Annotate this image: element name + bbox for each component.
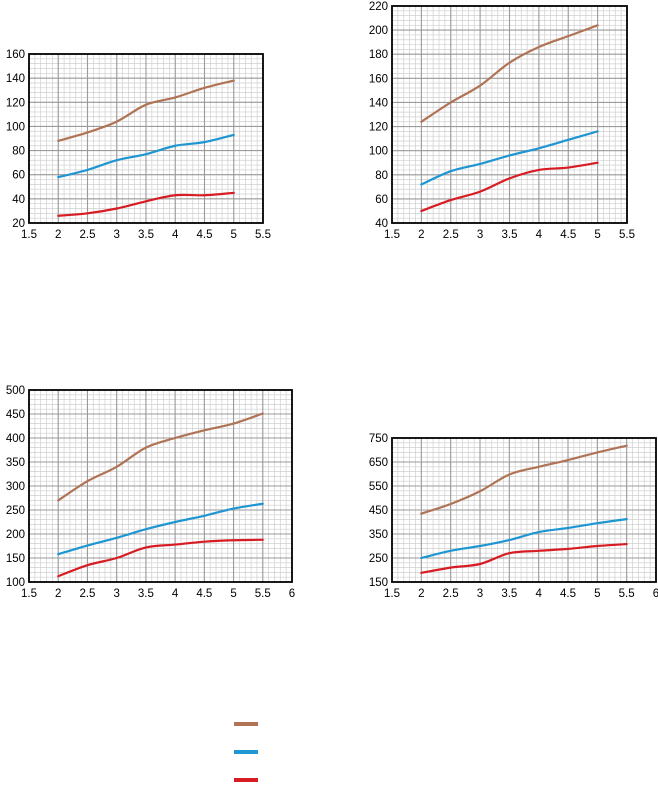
y-tick-label: 150: [6, 553, 25, 565]
x-tick-label: 3.5: [502, 229, 518, 241]
y-tick-label: 120: [6, 97, 25, 109]
series-line-blue: [420, 130, 599, 186]
x-tick-label: 6: [289, 588, 295, 600]
plot-frame: [391, 437, 657, 583]
x-tick-label: 3: [113, 588, 119, 600]
series-line-brown: [420, 24, 599, 123]
y-tick-label: 650: [369, 457, 388, 469]
x-tick-label: 4: [172, 588, 179, 600]
y-tick-label: 60: [12, 170, 25, 182]
y-tick-label: 120: [369, 122, 388, 134]
x-tick-label: 3.5: [138, 229, 154, 241]
x-tick-label: 2.5: [443, 229, 459, 241]
x-tick-label: 3: [114, 229, 120, 241]
x-tick-label: 4: [536, 229, 543, 241]
y-tick-label: 450: [369, 505, 388, 517]
y-tick-label: 100: [6, 121, 25, 133]
y-tick-label: 350: [6, 457, 25, 469]
series-line-brown: [57, 79, 235, 143]
plot-frame: [391, 5, 628, 224]
x-tick-label: 2: [418, 229, 424, 241]
x-tick-label: 3: [477, 229, 483, 241]
y-tick-label: 40: [12, 194, 25, 206]
x-tick-label: 5: [231, 229, 237, 241]
y-tick-label: 80: [12, 146, 25, 158]
x-tick-label: 2: [55, 588, 61, 600]
y-tick-label: 450: [6, 409, 25, 421]
y-tick-label: 80: [375, 170, 388, 182]
y-tick-label: 60: [375, 194, 388, 206]
series-line-red: [420, 542, 628, 574]
x-tick-label: 5: [594, 588, 600, 600]
y-tick-label: 200: [6, 529, 25, 541]
y-tick-label: 350: [369, 529, 388, 541]
x-tick-label: 3.5: [501, 588, 517, 600]
y-tick-label: 550: [369, 481, 388, 493]
y-tick-label: 750: [369, 433, 388, 445]
chart-panel-4: 1.5 2 2.5 3 3.5 4 4.5 5 5.5 6 150 250 350 450 550 650 75…: [369, 433, 658, 600]
series-line-blue: [57, 502, 264, 556]
x-tick-label: 4: [535, 588, 542, 600]
x-tick-label: 1.5: [21, 588, 37, 600]
x-tick-label: 2.5: [80, 229, 96, 241]
y-tick-label: 300: [6, 481, 25, 493]
x-tick-label: 2: [418, 588, 424, 600]
y-tick-label: 40: [375, 218, 388, 230]
x-tick-label: 3: [477, 588, 483, 600]
x-tick-label: 5.5: [619, 229, 635, 241]
x-tick-label: 4.5: [196, 588, 212, 600]
chart-panel-2: 1.5 2 2.5 3 3.5 4 4.5 5 5.5 40 60 80 100 120 140 160 180…: [369, 1, 635, 241]
chart-panel-3: 1.5 2 2.5 3 3.5 4 4.5 5 5.5 6 100 150 200 250 300 350 40…: [6, 385, 295, 600]
series-line-blue: [57, 133, 235, 179]
x-tick-label: 5.5: [255, 229, 271, 241]
y-tick-label: 140: [6, 73, 25, 85]
y-tick-label: 180: [369, 49, 388, 61]
y-tick-label: 400: [6, 433, 25, 445]
y-tick-label: 140: [369, 97, 388, 109]
x-tick-label: 4: [172, 229, 179, 241]
series-line-red: [57, 538, 264, 578]
series-line-red: [420, 161, 599, 213]
y-tick-label: 250: [6, 505, 25, 517]
series-line-red: [57, 191, 235, 217]
y-tick-label: 250: [369, 553, 388, 565]
x-tick-label: 2.5: [79, 588, 95, 600]
x-tick-label: 1.5: [384, 588, 400, 600]
x-tick-label: 4.5: [560, 588, 576, 600]
chart-panel-1: 1.5 2 2.5 3 3.5 4 4.5 5 5.5 20 40 60 80 100 120 140 160: [6, 49, 271, 241]
x-tick-label: 4.5: [560, 229, 576, 241]
x-tick-label: 5.5: [255, 588, 271, 600]
y-tick-label: 160: [6, 49, 25, 61]
y-tick-label: 200: [369, 25, 388, 37]
legend: [234, 722, 258, 782]
y-tick-label: 100: [6, 577, 25, 589]
x-tick-label: 6: [653, 588, 658, 600]
y-tick-label: 220: [369, 1, 388, 13]
y-tick-label: 20: [12, 218, 25, 230]
x-tick-label: 2: [55, 229, 61, 241]
x-tick-label: 5: [594, 229, 600, 241]
plot-frame: [28, 53, 264, 224]
series-line-brown: [420, 444, 628, 515]
x-tick-label: 4.5: [197, 229, 213, 241]
x-tick-label: 1.5: [21, 229, 37, 241]
y-tick-label: 500: [6, 385, 25, 397]
x-tick-label: 2.5: [443, 588, 459, 600]
y-tick-label: 160: [369, 73, 388, 85]
x-tick-label: 5.5: [619, 588, 635, 600]
plot-frame: [28, 389, 293, 583]
series-line-blue: [420, 518, 628, 560]
x-tick-label: 3.5: [138, 588, 154, 600]
y-tick-label: 150: [369, 577, 388, 589]
x-tick-label: 5: [230, 588, 236, 600]
x-tick-label: 1.5: [384, 229, 400, 241]
y-tick-label: 100: [369, 146, 388, 158]
series-line-brown: [57, 412, 264, 502]
